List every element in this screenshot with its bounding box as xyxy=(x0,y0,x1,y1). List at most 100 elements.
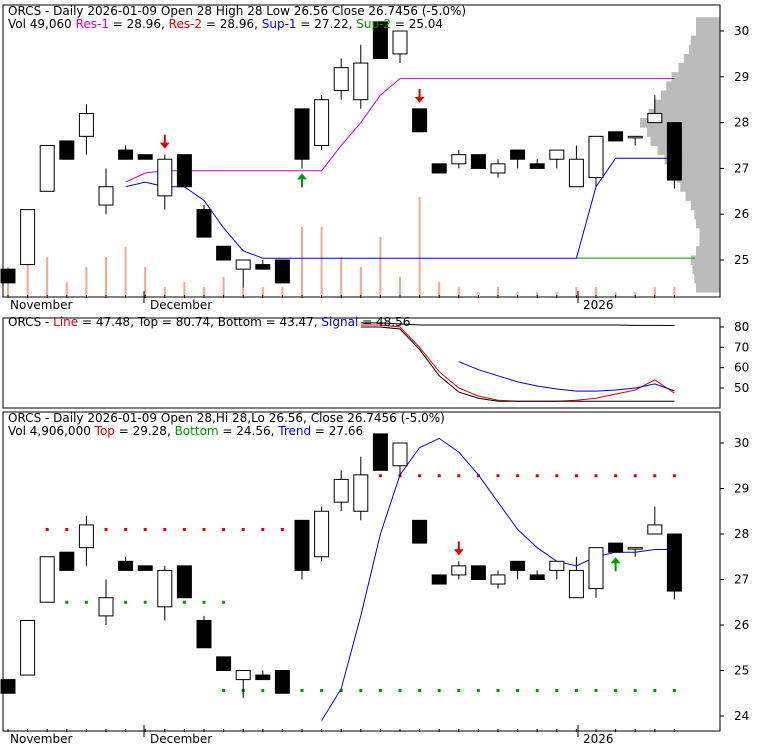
y-tick-label: 26 xyxy=(734,618,749,632)
volume-profile-bar xyxy=(694,209,720,220)
buy-arrow xyxy=(610,557,621,564)
header-segment: ORCS - xyxy=(8,315,53,329)
bottom-dot xyxy=(614,689,618,693)
bottom-dot xyxy=(555,689,559,693)
header-line-1: ORCS - Daily 2026-01-09 Open 28,Hi 28,Lo… xyxy=(8,411,445,425)
top-dot xyxy=(222,527,226,531)
top-dot xyxy=(65,527,69,531)
top-dot xyxy=(202,527,206,531)
candle-up xyxy=(588,135,604,179)
bottom-dot xyxy=(516,689,520,693)
bottom-dot xyxy=(84,600,88,604)
candle-down xyxy=(510,149,526,160)
x-label: 2026 xyxy=(583,298,614,312)
top-dot xyxy=(535,474,539,478)
y-tick-label: 27 xyxy=(734,573,749,587)
header-segment: = 47.48, Top = 80.74, Bottom = 43.47, xyxy=(78,315,321,329)
candle-down xyxy=(255,264,271,270)
top-dot xyxy=(241,527,245,531)
header-segment: = 27.22, xyxy=(297,17,357,31)
header-segment: = 48.56 xyxy=(358,315,410,329)
volume-profile-bar xyxy=(690,200,720,211)
y-tick-label: 25 xyxy=(734,664,749,678)
volume-profile-bar xyxy=(683,53,720,64)
header-segment: Res-2 xyxy=(169,17,202,31)
y-tick-label: 60 xyxy=(734,361,749,375)
header-segment: Top xyxy=(94,424,115,438)
volume-profile-bar xyxy=(696,17,720,27)
y-tick-label: 30 xyxy=(734,436,749,450)
header-line-2: Vol 4,906,000 Top = 29.28, Bottom = 24.5… xyxy=(8,424,363,438)
volume-bar xyxy=(634,292,637,297)
candle-down xyxy=(0,268,16,284)
y-tick-label: 25 xyxy=(734,253,749,267)
candle-down xyxy=(529,574,545,581)
candle-up xyxy=(39,145,55,192)
volume-bar xyxy=(673,287,676,297)
candle-up xyxy=(353,474,369,512)
candle-up xyxy=(98,597,114,617)
volume-profile-bar xyxy=(690,255,720,266)
bottom-dot xyxy=(261,689,265,693)
volume-profile-bar xyxy=(648,108,720,119)
trend-panel: 24 25 26 27 28 29 30 ORCS - Daily 2026-01-09 Op… xyxy=(0,411,749,745)
resistance-line xyxy=(125,78,675,183)
x-label: December xyxy=(150,732,212,745)
top-dot xyxy=(261,527,265,531)
bottom-dot xyxy=(124,600,128,604)
y-tick-label: 29 xyxy=(734,70,749,84)
bottom-dot xyxy=(457,689,461,693)
volume-profile-bar xyxy=(671,163,720,174)
candle-up xyxy=(333,67,349,92)
oscillator-panel: 50 60 70 80 ORCS - Line = 47.48, Top = 80.74… xyxy=(2,315,749,409)
volume-profile-bar xyxy=(680,182,720,192)
header-segment: Sup-2 xyxy=(356,17,391,31)
osc-top-line xyxy=(360,322,675,326)
candle-down xyxy=(118,149,134,160)
candle-down xyxy=(470,565,486,580)
header-segment: = 24.56, xyxy=(219,424,279,438)
bottom-dot xyxy=(320,689,324,693)
y-tick-label: 30 xyxy=(734,24,749,38)
volume-bar xyxy=(163,287,166,297)
header-segment: = 28.96, xyxy=(202,17,262,31)
candle-down xyxy=(216,656,232,671)
candle-up xyxy=(490,574,506,585)
header-segment: = 28.96, xyxy=(109,17,169,31)
candle-up xyxy=(588,547,604,590)
candle-up xyxy=(647,524,663,535)
candle-down xyxy=(59,551,75,571)
candle-down xyxy=(137,154,153,160)
candle-up xyxy=(314,99,330,146)
bottom-dot xyxy=(202,600,206,604)
volume-profile-bar xyxy=(699,237,720,247)
volume-profile-bar xyxy=(696,246,720,256)
volume-profile-bar xyxy=(657,145,720,156)
candle-up xyxy=(157,158,173,197)
volume-profile-bar xyxy=(690,35,720,46)
bottom-dot xyxy=(300,689,304,693)
top-dot xyxy=(457,474,461,478)
buy-arrow xyxy=(297,173,307,180)
y-tick-label: 27 xyxy=(734,161,749,175)
top-dot xyxy=(672,474,676,478)
candle-up xyxy=(98,186,114,206)
y-tick-label: 70 xyxy=(734,340,749,354)
candle-up xyxy=(20,209,36,266)
volume-profile-bar xyxy=(676,172,720,183)
bottom-dot xyxy=(378,689,382,693)
y-tick-label: 26 xyxy=(734,207,749,221)
volume-bar xyxy=(105,257,107,297)
y-tick-label: 28 xyxy=(734,116,749,130)
header-segment: Vol 4,906,000 xyxy=(8,424,95,438)
volume-bar xyxy=(555,292,558,297)
candle-down xyxy=(274,670,290,694)
top-dot xyxy=(124,527,128,531)
candle-down xyxy=(59,140,75,160)
candle-up xyxy=(568,158,584,188)
volume-bar xyxy=(457,287,460,297)
x-label: December xyxy=(150,298,212,312)
candle-up xyxy=(353,62,369,101)
top-dot xyxy=(496,474,500,478)
volume-bar xyxy=(595,287,597,297)
